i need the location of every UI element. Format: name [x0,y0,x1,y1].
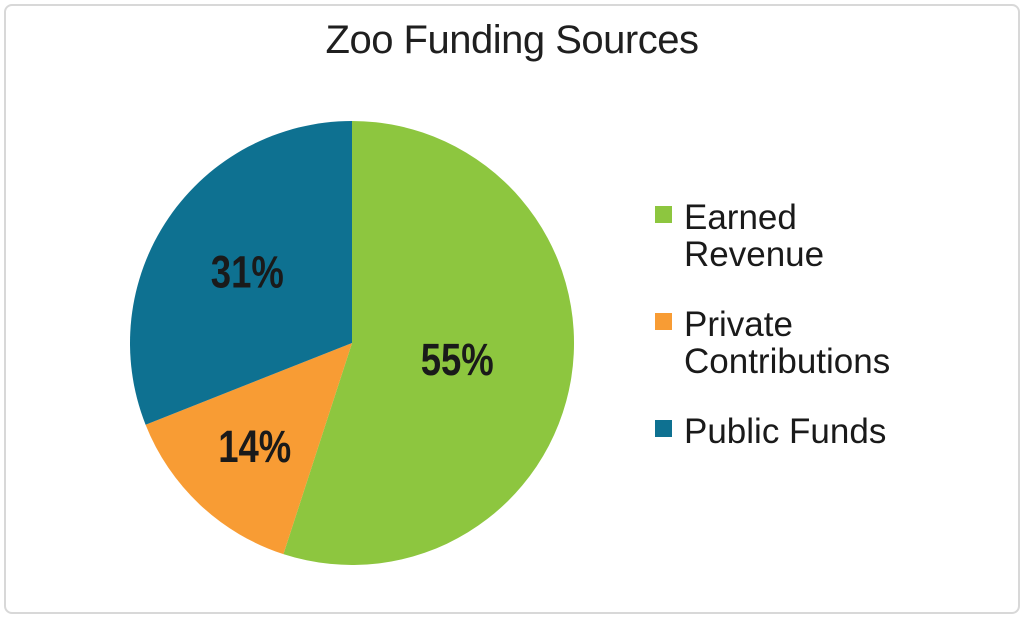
legend-label-public-funds: Public Funds [684,412,887,451]
pie-slice-label-public-funds: 31% [211,246,284,297]
legend-item-earned-revenue: Earned Revenue [655,199,890,273]
pie-slice-label-private-contributions: 14% [218,421,291,472]
pie-slice-private-contributions [145,343,352,555]
chart-title: Zoo Funding Sources [325,18,699,62]
legend: Earned Revenue Private Contributions Publi… [655,199,890,483]
legend-label-earned-revenue: Earned Revenue [684,198,825,274]
legend-item-public-funds: Public Funds [655,413,890,450]
pie-slice-label-earned-revenue: 55% [421,334,494,385]
pie-slice-public-funds [130,121,352,425]
legend-label-private-contributions: Private Contributions [684,305,891,381]
legend-swatch-public-funds [655,420,672,437]
pie-slice-earned-revenue [283,121,575,565]
legend-item-private-contributions: Private Contributions [655,306,890,380]
legend-swatch-private-contributions [655,313,672,330]
legend-swatch-earned-revenue [655,206,672,223]
